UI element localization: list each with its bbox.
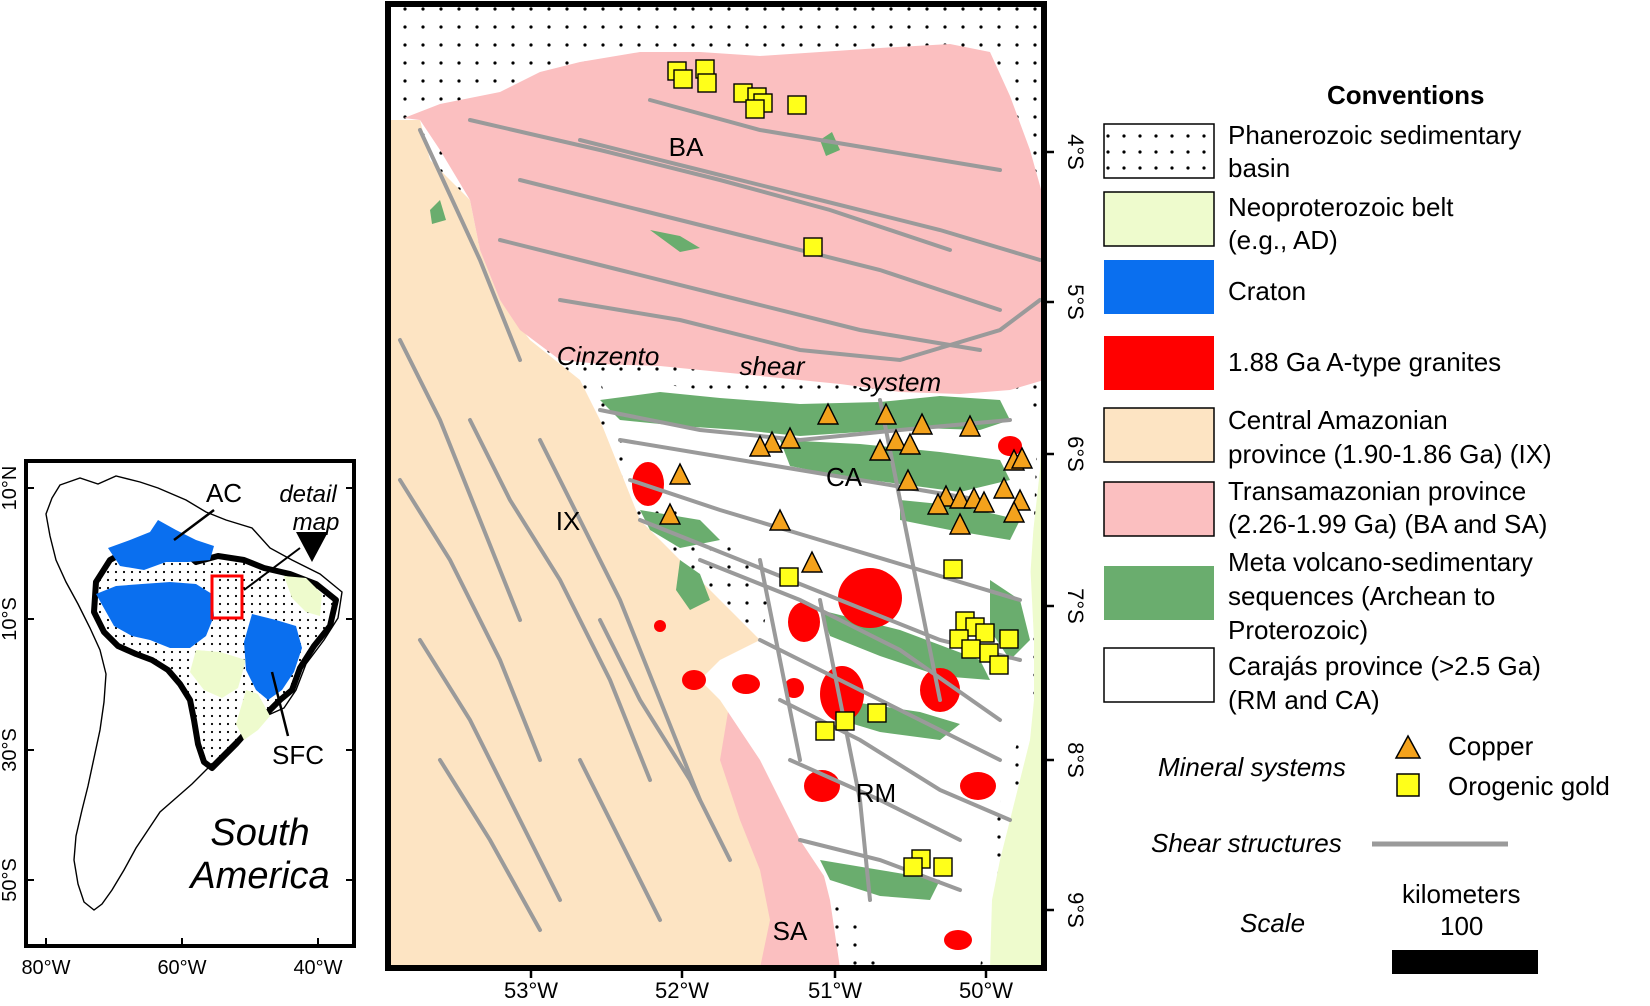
arrowhead-detail — [296, 532, 328, 562]
swatch-granites — [1104, 336, 1214, 390]
inset-neoproterozoic-1 — [284, 576, 322, 616]
granite-patches — [632, 436, 1022, 950]
inset-callout-sfc: SFC — [272, 740, 324, 770]
inset-lat-10s: 10°S — [0, 597, 21, 641]
main-lat-4s: 4°S — [1063, 134, 1088, 170]
legend-scale-value: 100 — [1440, 911, 1484, 941]
leader-ac — [173, 509, 215, 541]
swatch-neoproterozoic — [1103, 191, 1215, 247]
main-map-frame — [385, 1, 1047, 971]
inset-craton-ac — [108, 520, 214, 570]
main-lon-50w: 50°W — [959, 978, 1013, 1003]
legend-symbols — [1372, 734, 1538, 974]
legend-copper: Copper — [1448, 731, 1534, 761]
region-label-ba: BA — [669, 132, 704, 162]
legend-meta-volcano-line1: Meta volcano-sedimentary — [1228, 547, 1533, 577]
region-label-ix: IX — [556, 506, 581, 536]
main-lat-9s: 9°S — [1063, 892, 1088, 928]
legend-granites: 1.88 Ga A-type granites — [1228, 347, 1502, 377]
swatch-craton — [1104, 260, 1214, 314]
legend-scale: Scale — [1240, 908, 1306, 938]
inset-title-south: South — [210, 812, 309, 854]
legend-meta-volcano-line2: sequences (Archean to — [1228, 581, 1496, 611]
main-lon-52w: 52°W — [655, 978, 709, 1003]
main-map: BA IX CA RM SA AD Cinzento shear system … — [385, 1, 1088, 1003]
main-tick-marks — [529, 150, 1054, 978]
inset-title-america: America — [188, 855, 329, 897]
inset-map: AC detail map SFC South America 10°N 10°… — [0, 459, 356, 979]
shear-label-system: system — [859, 367, 941, 397]
legend-neoproterozoic-line1: Neoproterozoic belt — [1228, 192, 1454, 222]
legend-carajas-line1: Carajás province (>2.5 Ga) — [1228, 651, 1541, 681]
transamazonian-ba — [404, 44, 1044, 394]
region-label-ca: CA — [826, 462, 863, 492]
legend: Conventions Phanerozoic sedimentary basi… — [1100, 0, 1650, 1006]
gold-icon — [1396, 773, 1420, 797]
inset-neoproterozoic-3 — [236, 690, 270, 740]
main-lat-8s: 8°S — [1063, 742, 1088, 778]
swatch-phanerozoic — [1103, 123, 1215, 179]
main-lon-51w: 51°W — [808, 978, 862, 1003]
legend-gold: Orogenic gold — [1448, 771, 1610, 801]
copper-icon — [1394, 734, 1422, 759]
scale-bar — [1392, 950, 1538, 974]
legend-transamazonian-line2: (2.26-1.99 Ga) (BA and SA) — [1228, 509, 1548, 539]
leader-detail — [243, 547, 301, 591]
main-lat-7s: 7°S — [1063, 588, 1088, 624]
inset-callout-map: map — [293, 509, 340, 536]
inset-callout-detail: detail — [279, 481, 337, 508]
inset-lat-50s: 50°S — [0, 858, 21, 902]
copper-occurrences — [658, 402, 1034, 573]
swatch-meta-volcano — [1104, 566, 1214, 620]
inset-lat-10n: 10°N — [0, 466, 21, 511]
shear-structures — [398, 98, 1042, 932]
main-lat-6s: 6°S — [1063, 436, 1088, 472]
legend-scale-unit: kilometers — [1402, 879, 1521, 909]
legend-mineral-systems: Mineral systems — [1158, 752, 1346, 782]
legend-neoproterozoic-line2: (e.g., AD) — [1228, 225, 1338, 255]
legend-phanerozoic-line1: Phanerozoic sedimentary — [1228, 120, 1522, 150]
legend-central-amazonian-line2: province (1.90-1.86 Ga) (IX) — [1228, 439, 1552, 469]
legend-transamazonian-line1: Transamazonian province — [1228, 476, 1527, 506]
gold-occurrences — [667, 59, 1019, 877]
swatch-carajas — [1103, 647, 1215, 703]
legend-phanerozoic-line2: basin — [1228, 153, 1291, 183]
carajas-province — [600, 380, 1040, 968]
legend-swatches — [1103, 123, 1215, 703]
inset-neoproterozoic-2 — [190, 650, 246, 698]
inset-lon-80w: 80°W — [21, 957, 70, 979]
inset-lon-40w: 40°W — [293, 957, 342, 979]
inset-callout-ac: AC — [206, 478, 242, 508]
legend-heading: Conventions — [1327, 80, 1485, 110]
inset-craton-sfc — [244, 614, 302, 700]
legend-meta-volcano-line3: Proterozoic) — [1228, 615, 1369, 645]
swatch-central-amazonian — [1103, 407, 1215, 463]
legend-craton: Craton — [1228, 276, 1307, 306]
inset-lat-30s: 30°S — [0, 728, 21, 772]
inset-detail-box — [210, 574, 244, 620]
neoproterozoic-belt-ad — [990, 380, 1044, 968]
main-lat-5s: 5°S — [1063, 284, 1088, 320]
region-label-sa: SA — [773, 916, 808, 946]
region-label-rm: RM — [856, 778, 896, 808]
inset-tick-marks — [26, 487, 354, 946]
transamazonian-sa — [720, 700, 840, 968]
inset-lon-60w: 60°W — [157, 957, 206, 979]
legend-carajas-line2: (RM and CA) — [1228, 685, 1380, 715]
shear-label-shear: shear — [739, 351, 805, 381]
legend-shear-structures: Shear structures — [1151, 828, 1342, 858]
main-lon-53w: 53°W — [504, 978, 558, 1003]
inset-craton-central — [96, 582, 214, 648]
shear-label-cinzento: Cinzento — [557, 341, 660, 371]
swatch-transamazonian — [1103, 481, 1215, 537]
legend-central-amazonian-line1: Central Amazonian — [1228, 405, 1448, 435]
leader-sfc — [270, 671, 290, 737]
